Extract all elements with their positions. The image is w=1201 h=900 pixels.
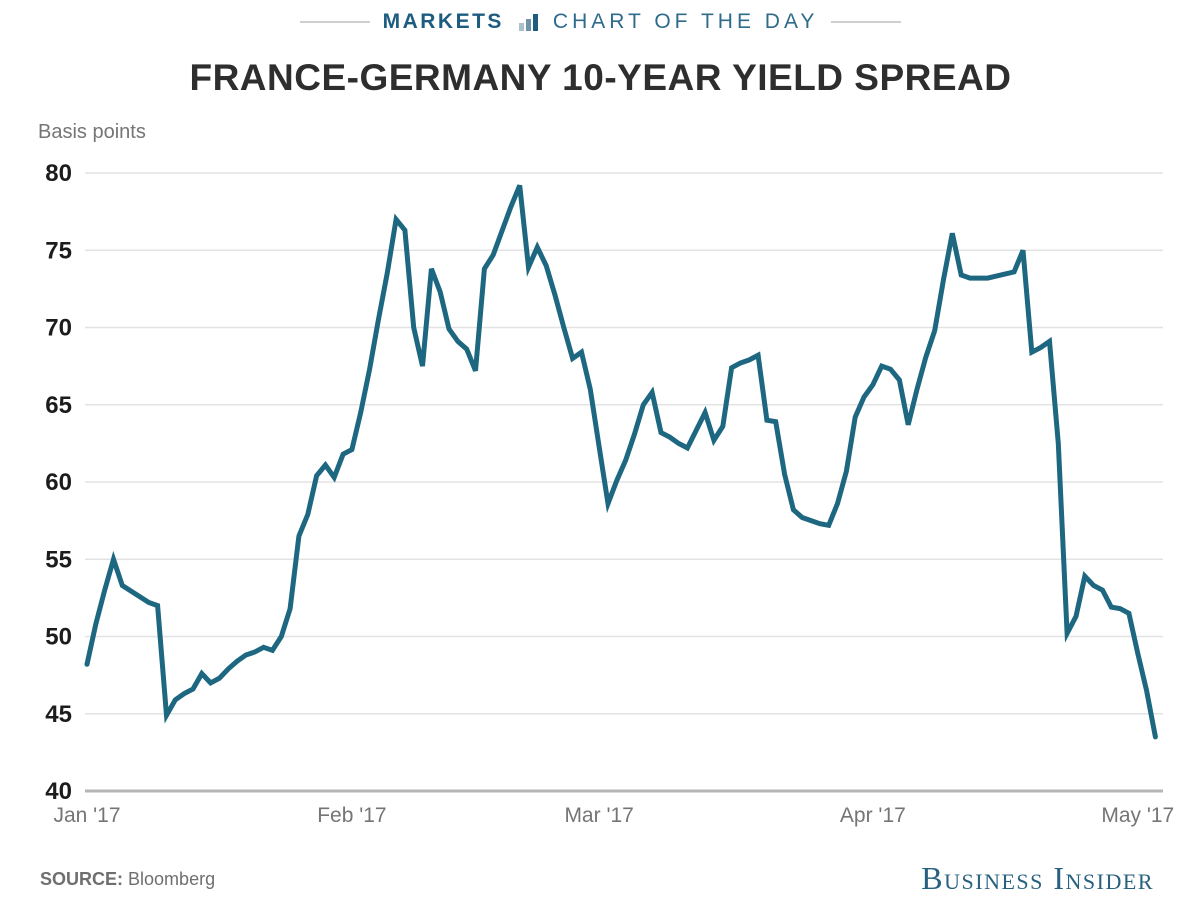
source-value: Bloomberg [128,869,216,889]
svg-text:80: 80 [45,160,72,187]
svg-text:45: 45 [45,701,72,728]
kicker-chart-of-the-day-label: CHART OF THE DAY [552,10,819,33]
source-label: SOURCE: [40,869,124,889]
svg-text:60: 60 [45,469,72,496]
svg-text:50: 50 [45,624,72,651]
svg-text:75: 75 [45,237,72,264]
svg-text:May '17: May '17 [1101,804,1174,827]
svg-text:70: 70 [45,315,72,342]
source-attribution: SOURCE: Bloomberg [40,869,215,890]
svg-text:Jan '17: Jan '17 [53,804,120,827]
svg-text:65: 65 [45,392,72,419]
kicker-left-rule [299,21,370,23]
business-insider-logo: Business Insider [921,860,1154,896]
y-axis-unit-label: Basis points [38,121,146,143]
svg-text:Apr '17: Apr '17 [840,804,906,827]
svg-text:55: 55 [45,546,72,573]
kicker-markets-label: MARKETS [382,10,504,33]
bar-chart-icon [518,13,538,31]
chart-title: FRANCE-GERMANY 10-YEAR YIELD SPREAD [189,57,1012,98]
header-kicker: MARKETS CHART OF THE DAY [0,10,1201,34]
kicker-right-rule [831,21,902,23]
svg-text:Mar '17: Mar '17 [564,804,633,827]
svg-text:Feb '17: Feb '17 [317,804,386,827]
svg-text:40: 40 [45,778,72,805]
